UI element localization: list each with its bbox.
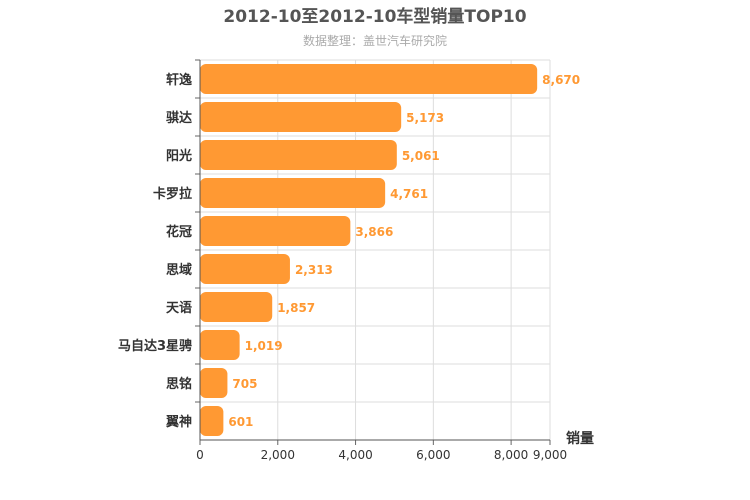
category-label: 花冠 [166,224,192,240]
value-label: 2,313 [295,263,333,277]
x-tick-label: 8,000 [494,448,528,462]
category-label: 骐达 [166,110,192,126]
bar [200,406,224,436]
value-label: 4,761 [390,187,428,201]
bar [200,292,273,322]
bars: 8,670 5,173 5,061 4,761 3,866 2,313 1,857 1,019… [200,64,580,436]
category-label: 翼神 [165,414,192,430]
x-tick-label: 0 [196,448,204,462]
bar [200,368,228,398]
bar [200,216,351,246]
x-tick-label: 9,000 [533,448,567,462]
category-label: 轩逸 [166,72,192,88]
x-axis-title: 销量 [566,430,594,447]
value-label: 601 [228,415,253,429]
value-label: 5,173 [406,111,444,125]
value-label: 705 [232,377,257,391]
category-label: 马自达3星骋 [118,338,192,354]
bar [200,64,538,94]
x-tick-label: 4,000 [338,448,372,462]
chart-title: 2012-10至2012-10车型销量TOP10 [223,6,526,27]
chart-subtitle: 数据整理：盖世汽车研究院 [303,33,447,48]
value-label: 8,670 [542,73,580,87]
category-label: 阳光 [166,148,192,164]
category-label: 天语 [166,301,192,316]
value-label: 1,857 [277,301,315,315]
bar [200,140,397,170]
bar [200,102,402,132]
bar [200,178,386,208]
value-label: 3,866 [355,225,393,239]
category-label: 思域 [166,262,192,278]
x-tick-label: 2,000 [261,448,295,462]
value-label: 1,019 [245,339,283,353]
category-label: 卡罗拉 [153,186,192,202]
bar [200,254,290,284]
bar [200,330,240,360]
category-label: 思铭 [166,376,192,392]
x-tick-label: 6,000 [416,448,450,462]
value-label: 5,061 [402,149,440,163]
axes: 0 2,000 4,000 6,000 8,000 9,000 轩逸骐达阳光卡罗拉花冠思域天… [118,59,567,462]
